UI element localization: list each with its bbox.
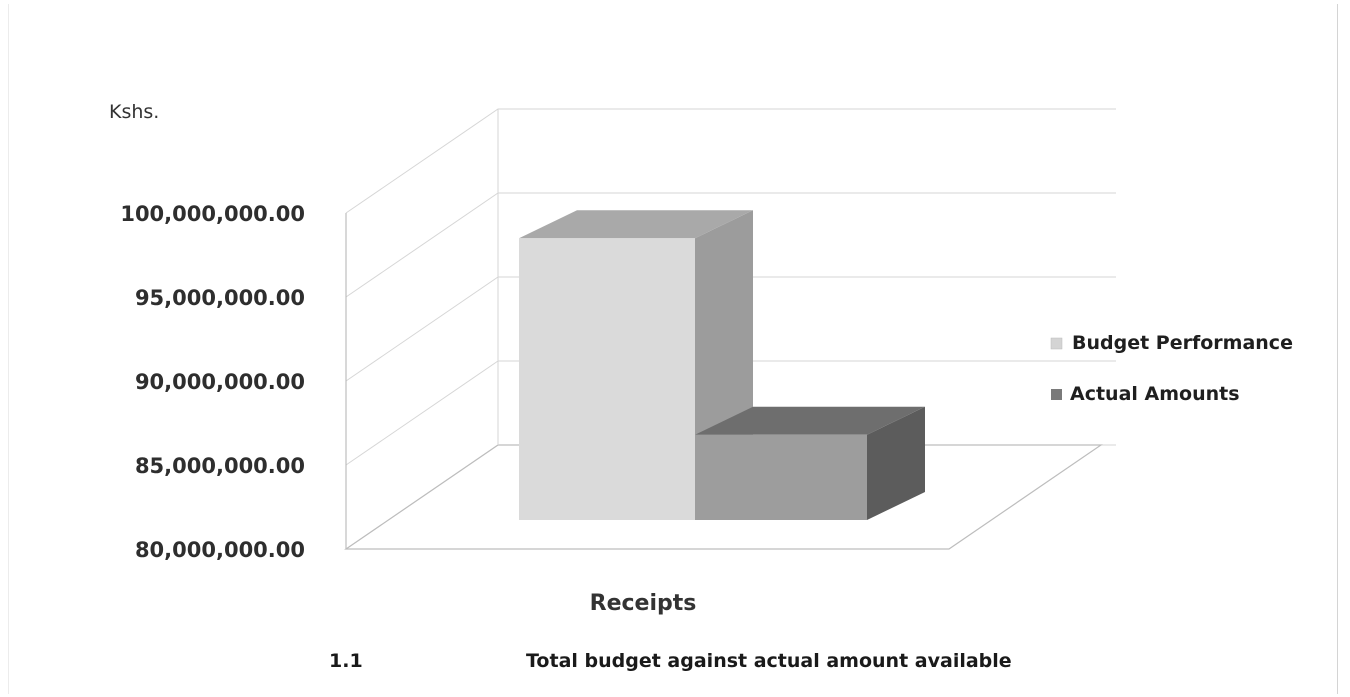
- bar-budget-performance-front: [519, 238, 695, 520]
- bar-actual-amounts-side: [867, 406, 925, 520]
- budget-chart: Kshs. Receipts 1.1 Total budget against …: [109, 101, 1293, 672]
- legend-label-budget: Budget Performance: [1072, 332, 1293, 354]
- chart-frame: Kshs. Receipts 1.1 Total budget against …: [8, 4, 1338, 694]
- y-tick-label: 85,000,000.00: [135, 454, 305, 478]
- y-tick-label: 95,000,000.00: [135, 286, 305, 310]
- legend-swatch-actual: [1051, 389, 1062, 400]
- y-axis-unit-label: Kshs.: [109, 101, 159, 123]
- bar-actual-amounts-top: [695, 406, 925, 435]
- bar-actual-amounts-front: [695, 434, 867, 520]
- y-tick-label: 90,000,000.00: [135, 370, 305, 394]
- legend-swatch-budget: [1050, 337, 1063, 350]
- y-tick-label: 80,000,000.00: [135, 538, 305, 562]
- chart-floor: [344, 444, 1103, 550]
- bar-actual-amounts: [695, 406, 925, 520]
- caption-number: 1.1: [329, 650, 363, 672]
- caption-text: Total budget against actual amount avail…: [526, 650, 1012, 672]
- gridline: [345, 108, 1116, 214]
- y-tick-label: 100,000,000.00: [120, 202, 305, 226]
- legend-label-actual: Actual Amounts: [1070, 383, 1240, 405]
- bar-budget-performance-top: [519, 210, 753, 239]
- x-category-label: Receipts: [590, 591, 697, 616]
